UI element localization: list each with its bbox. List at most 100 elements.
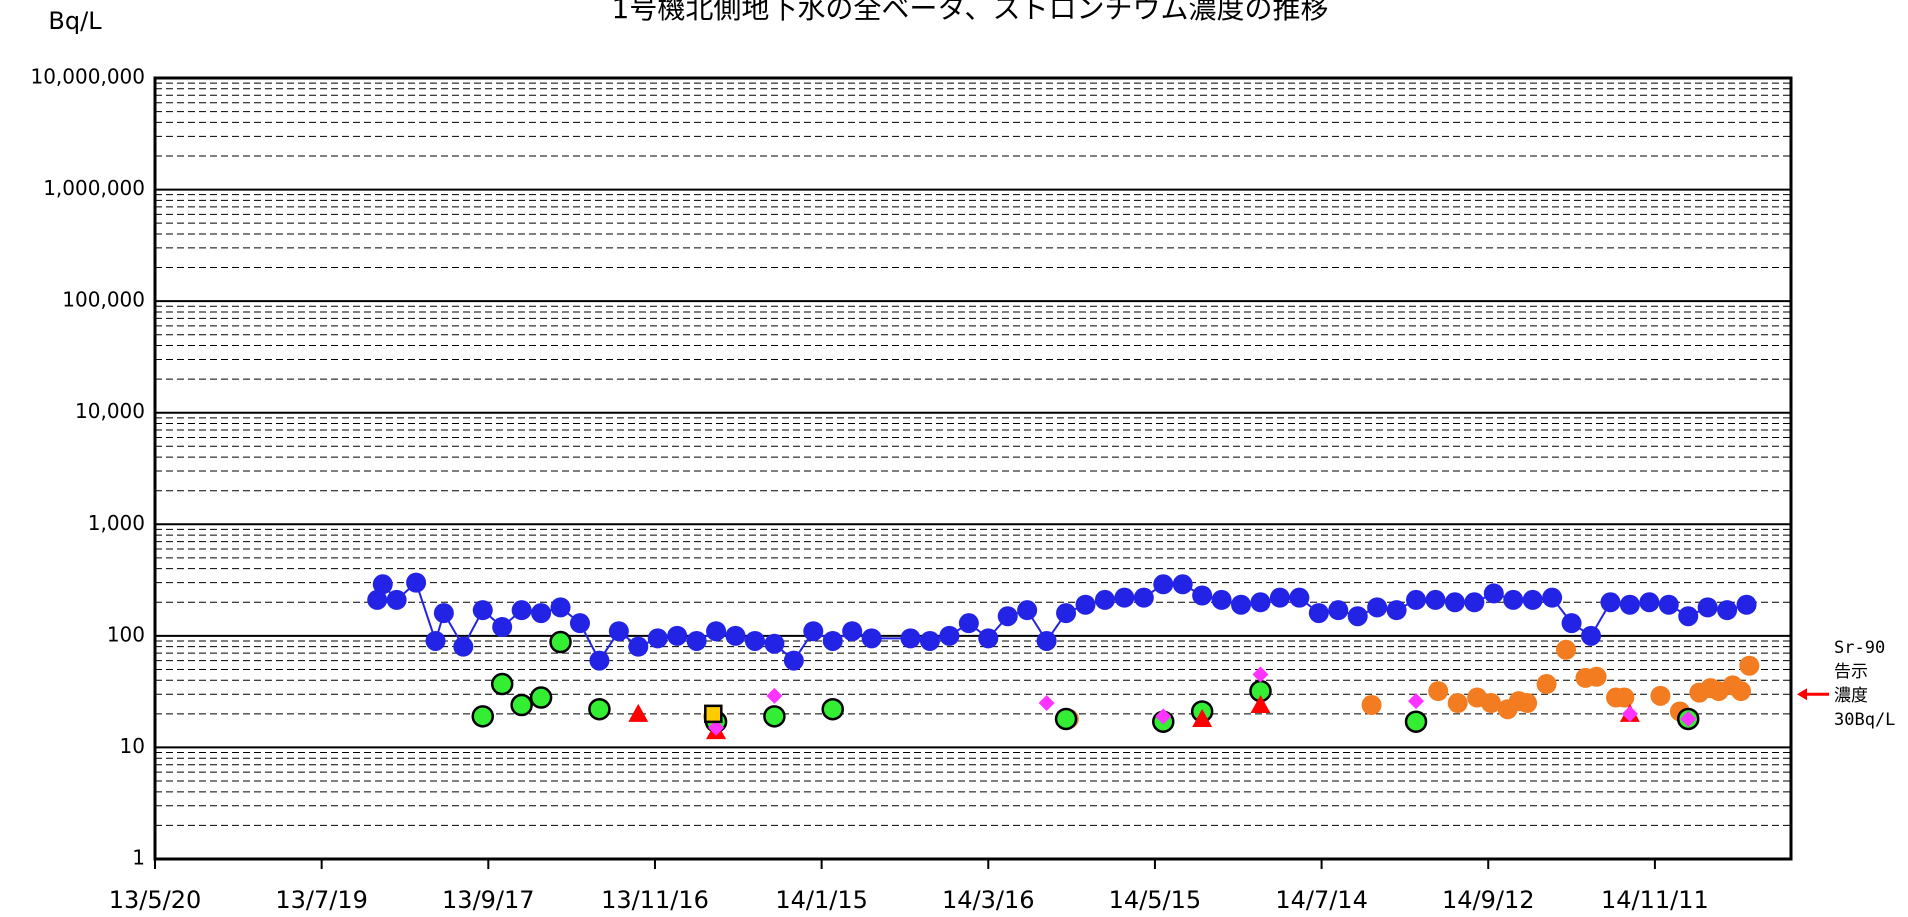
- circle-marker: [1736, 594, 1757, 615]
- circle-marker: [686, 630, 707, 651]
- circle-marker: [647, 628, 668, 649]
- circle-marker: [1481, 693, 1502, 714]
- circle-marker: [628, 636, 649, 657]
- circle-marker: [1153, 574, 1174, 595]
- circle-marker: [783, 650, 804, 671]
- circle-marker: [1447, 693, 1468, 714]
- circle-marker: [492, 617, 513, 638]
- x-tick-label: 14/1/15: [775, 886, 868, 914]
- circle-marker: [1639, 592, 1660, 613]
- circle-marker: [425, 630, 446, 651]
- circle-marker: [1697, 597, 1718, 618]
- circle-marker: [1731, 681, 1752, 702]
- x-tick-label: 13/9/17: [442, 886, 535, 914]
- diamond-marker: [708, 719, 725, 736]
- circle-marker: [1444, 592, 1465, 613]
- circle-marker: [372, 574, 393, 595]
- x-tick-label: 14/9/12: [1442, 886, 1535, 914]
- circle-marker: [764, 633, 785, 654]
- circle-marker: [803, 621, 824, 642]
- circle-marker: [1600, 592, 1621, 613]
- circle-marker: [531, 603, 552, 624]
- y-tick-label: 100: [107, 622, 145, 646]
- circle-marker: [667, 625, 688, 646]
- circle-marker: [550, 597, 571, 618]
- circle-marker: [549, 630, 572, 654]
- circle-marker: [1650, 685, 1671, 706]
- circle-marker: [406, 572, 427, 593]
- circle-marker: [1678, 606, 1699, 627]
- circle-marker: [588, 697, 611, 721]
- circle-marker: [1192, 585, 1213, 606]
- annotation-text: Sr-90: [1834, 638, 1885, 658]
- circle-marker: [1231, 594, 1252, 615]
- circle-marker: [958, 613, 979, 634]
- circle-marker: [1406, 589, 1427, 610]
- y-tick-label: 10,000: [75, 399, 145, 423]
- chart-title: 1号機北側地下水の全ベータ、ストロンチウム濃度の推移: [612, 0, 1329, 25]
- circle-marker: [1614, 687, 1635, 708]
- circle-marker: [1483, 583, 1504, 604]
- circle-marker: [1386, 600, 1407, 621]
- circle-marker: [1586, 666, 1607, 687]
- circle-marker: [1428, 681, 1449, 702]
- circle-marker: [706, 621, 727, 642]
- circle-marker: [1658, 594, 1679, 615]
- circle-marker: [1017, 600, 1038, 621]
- circle-marker: [1250, 592, 1271, 613]
- triangle-marker: [1192, 708, 1213, 727]
- circle-marker: [1739, 655, 1760, 676]
- x-tick-label: 14/5/15: [1109, 886, 1202, 914]
- diamond-marker: [1621, 705, 1638, 722]
- diamond-marker: [1252, 666, 1269, 683]
- circle-marker: [919, 630, 940, 651]
- y-tick-label: 10,000,000: [30, 65, 145, 89]
- circle-marker: [900, 628, 921, 649]
- circle-marker: [1172, 574, 1193, 595]
- circle-marker: [861, 628, 882, 649]
- square-marker: [704, 704, 723, 724]
- circle-marker: [1328, 600, 1349, 621]
- x-tick-label: 13/7/19: [275, 886, 368, 914]
- circle-marker: [1211, 589, 1232, 610]
- circle-marker: [1308, 603, 1329, 624]
- circle-marker: [471, 705, 495, 728]
- circle-marker: [472, 600, 493, 621]
- circle-marker: [744, 630, 765, 651]
- circle-marker: [1075, 594, 1096, 615]
- circle-marker: [569, 613, 590, 634]
- circle-marker: [997, 606, 1018, 627]
- circle-marker: [386, 589, 407, 610]
- x-tick-label: 13/5/20: [109, 886, 202, 914]
- circle-marker: [1425, 589, 1446, 610]
- circle-marker: [1094, 589, 1115, 610]
- circle-marker: [1464, 592, 1485, 613]
- circle-marker: [1522, 589, 1543, 610]
- circle-marker: [367, 589, 388, 610]
- circle-marker: [1404, 710, 1428, 733]
- circle-marker: [978, 628, 999, 649]
- circle-marker: [1036, 630, 1057, 651]
- circle-marker: [822, 630, 843, 651]
- diamond-marker: [1408, 693, 1425, 710]
- circle-marker: [608, 621, 629, 642]
- circle-marker: [939, 625, 960, 646]
- y-tick-label: 10: [120, 734, 145, 758]
- circle-marker: [510, 693, 533, 717]
- circle-marker: [1517, 693, 1538, 714]
- annotation-arrowhead: [1797, 688, 1807, 701]
- plot-frame: [153, 76, 1793, 861]
- x-tick-label: 14/7/14: [1275, 886, 1368, 914]
- circle-marker: [1619, 594, 1640, 615]
- y-tick-label: 100,000: [62, 288, 145, 312]
- circle-marker: [433, 603, 454, 624]
- annotation-text: 濃度: [1834, 686, 1868, 706]
- circle-marker: [1056, 603, 1077, 624]
- circle-marker: [725, 625, 746, 646]
- circle-marker: [1556, 639, 1577, 660]
- circle-marker: [1289, 587, 1310, 608]
- circle-marker: [511, 600, 532, 621]
- circle-marker: [529, 686, 553, 709]
- diamond-marker: [766, 687, 783, 704]
